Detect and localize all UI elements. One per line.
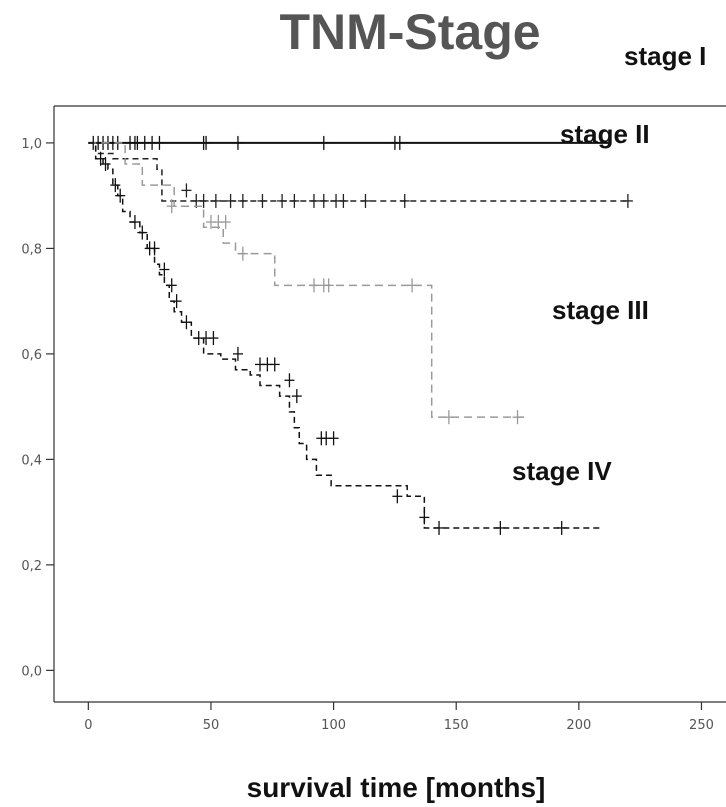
x-tick-label: 0 [84, 718, 92, 733]
censored-marker [149, 241, 160, 256]
censored-marker [289, 193, 300, 208]
y-tick-label: 0,8 [21, 242, 42, 257]
annotation-stage-i: stage I [624, 41, 706, 71]
censored-marker [237, 246, 248, 261]
censored-marker [308, 193, 319, 208]
censored-marker [269, 357, 280, 372]
censored-marker [318, 193, 329, 208]
chart-title: TNM-Stage [279, 4, 540, 60]
x-tick-label: 100 [321, 718, 346, 733]
censored-marker [225, 193, 236, 208]
x-tick-label: 50 [203, 718, 220, 733]
censored-marker [232, 135, 243, 150]
censored-marker [171, 294, 182, 309]
censored-marker [622, 193, 633, 208]
censored-marker [284, 373, 295, 388]
censored-marker [392, 489, 403, 504]
censored-marker [328, 431, 339, 446]
censored-marker [237, 193, 248, 208]
censored-marker [318, 135, 329, 150]
censored-marker [434, 520, 445, 535]
censored-marker [291, 389, 302, 404]
censored-marker [419, 510, 430, 525]
series-stage-iv [88, 142, 604, 535]
censored-marker [220, 215, 231, 230]
censored-marker [308, 278, 319, 293]
series-stage-ii [88, 142, 633, 208]
y-tick-label: 1,0 [21, 137, 42, 152]
censored-marker [208, 331, 219, 346]
censored-marker [495, 520, 506, 535]
censored-marker [323, 278, 334, 293]
y-tick-label: 0,4 [21, 453, 42, 468]
survival-curve-line [88, 142, 628, 202]
censored-marker [154, 135, 165, 150]
censored-marker [443, 410, 454, 425]
x-tick-label: 150 [444, 718, 469, 733]
censored-marker [277, 193, 288, 208]
annotation-stage-ii: stage II [560, 119, 650, 149]
censored-marker [137, 225, 148, 240]
censored-marker [166, 199, 177, 214]
censored-marker [115, 188, 126, 203]
censored-marker [129, 215, 140, 230]
censored-marker [210, 193, 221, 208]
x-tick-label: 200 [566, 718, 591, 733]
censored-marker [159, 262, 170, 277]
censored-marker [232, 346, 243, 361]
series-stage-iii [88, 142, 525, 425]
survival-curve-line [88, 142, 525, 418]
censored-marker [110, 178, 121, 193]
annotation-stage-iv: stage IV [512, 456, 612, 486]
censored-marker [360, 193, 371, 208]
censored-marker [407, 278, 418, 293]
censored-marker [257, 193, 268, 208]
censored-marker [556, 520, 567, 535]
censored-marker [198, 193, 209, 208]
censored-marker [338, 193, 349, 208]
censored-marker [201, 135, 212, 150]
y-tick-label: 0,2 [21, 559, 42, 574]
series-stage-i [88, 135, 609, 150]
x-tick-label: 250 [689, 718, 714, 733]
censored-marker [166, 278, 177, 293]
axis-ticks: 0 50 100 150 200 250 0,0 0,2 0,4 0,6 0,8 1,0 [21, 137, 714, 733]
censored-marker [100, 157, 111, 172]
censored-marker [399, 193, 410, 208]
annotation-stage-iii: stage III [552, 295, 649, 325]
censored-marker [512, 410, 523, 425]
censored-marker [181, 183, 192, 198]
survival-curves [88, 135, 633, 535]
y-tick-label: 0,0 [21, 664, 42, 679]
y-tick-label: 0,6 [21, 348, 42, 363]
censored-marker [181, 315, 192, 330]
censored-marker [394, 135, 405, 150]
x-axis-title: survival time [months] [247, 772, 546, 803]
